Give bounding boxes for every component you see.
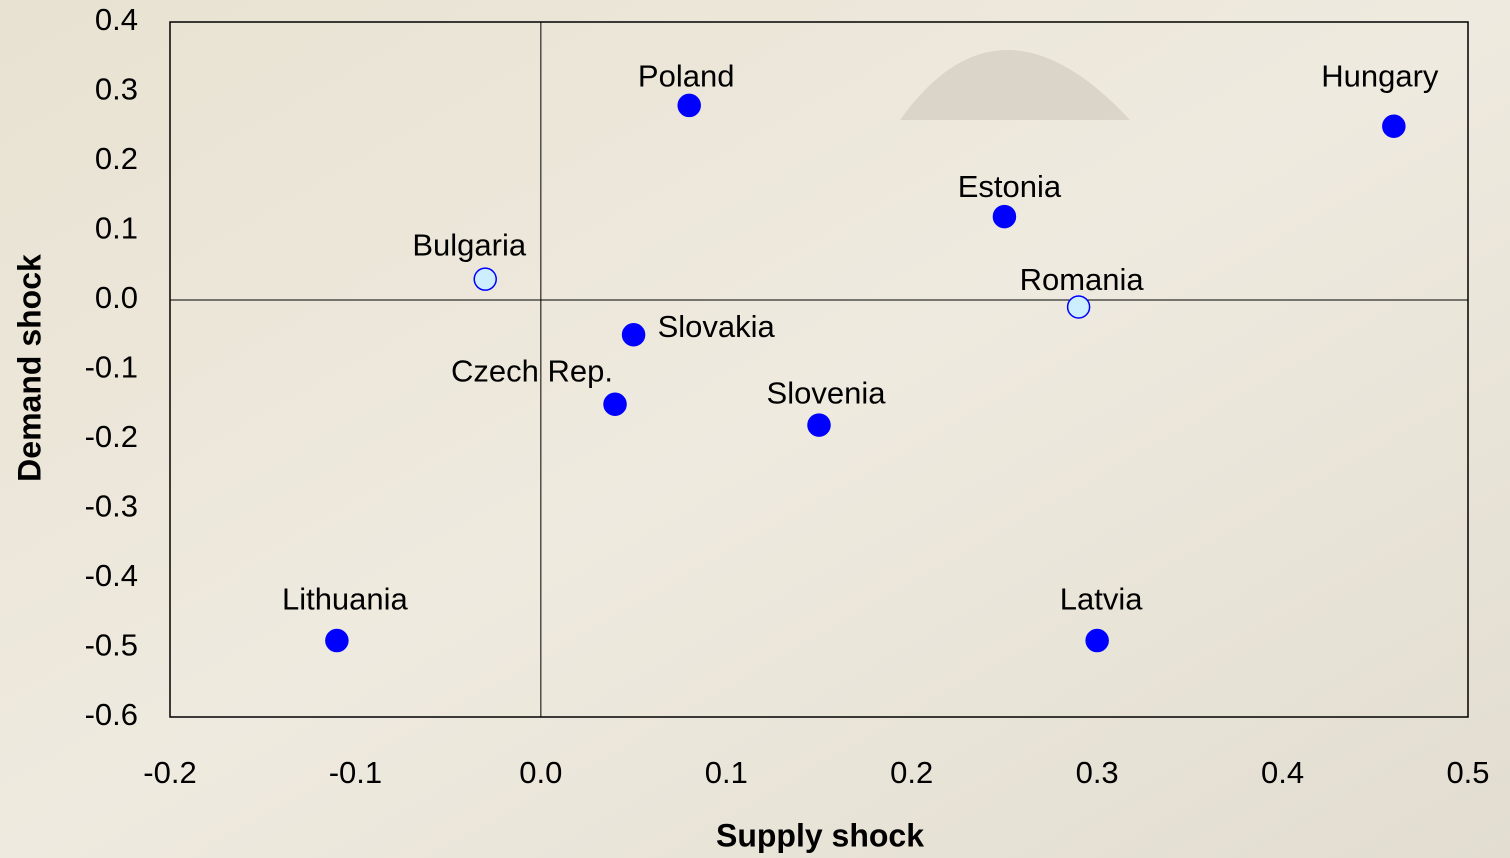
x-axis-title: Supply shock <box>716 817 924 853</box>
point <box>808 414 830 436</box>
point-label: Slovakia <box>658 309 776 344</box>
point-label: Czech Rep. <box>451 353 613 388</box>
x-tick-label: 0.3 <box>1076 755 1119 790</box>
x-tick-label: 0.1 <box>705 755 748 790</box>
point <box>474 268 496 290</box>
point <box>604 393 626 415</box>
point-label: Estonia <box>958 169 1062 204</box>
x-tick-label: 0.5 <box>1446 755 1489 790</box>
y-tick-label: -0.2 <box>85 419 138 454</box>
background <box>0 0 1510 858</box>
y-tick-label: 0.1 <box>95 211 138 246</box>
point-label: Latvia <box>1060 582 1143 617</box>
point-label: Lithuania <box>282 582 409 617</box>
point-label: Slovenia <box>767 375 887 410</box>
y-tick-label: -0.3 <box>85 489 138 524</box>
point-label: Hungary <box>1321 58 1439 93</box>
point-label: Bulgaria <box>412 227 526 262</box>
y-tick-label: 0.0 <box>95 280 138 315</box>
y-tick-label: -0.5 <box>85 628 138 663</box>
point <box>1383 115 1405 137</box>
point-label: Romania <box>1020 262 1145 297</box>
point <box>1086 630 1108 652</box>
point <box>623 324 645 346</box>
x-tick-label: -0.2 <box>143 755 196 790</box>
point <box>678 94 700 116</box>
point <box>1068 296 1090 318</box>
y-tick-label: 0.2 <box>95 141 138 176</box>
point-label: Poland <box>638 59 735 94</box>
x-tick-label: -0.1 <box>329 755 382 790</box>
y-tick-label: 0.3 <box>95 72 138 107</box>
y-axis-title: Demand shock <box>11 254 47 482</box>
y-tick-label: -0.1 <box>85 350 138 385</box>
chart: Supply shock Demand shock -0.2 -0.1 0.0 0.1… <box>0 0 1510 858</box>
x-tick-label: 0.2 <box>890 755 933 790</box>
point <box>993 206 1015 228</box>
y-tick-label: 0.4 <box>95 2 138 37</box>
point <box>326 630 348 652</box>
x-tick-label: 0.4 <box>1261 755 1304 790</box>
y-tick-label: -0.4 <box>85 558 138 593</box>
x-tick-label: 0.0 <box>519 755 562 790</box>
y-tick-label: -0.6 <box>85 697 138 732</box>
